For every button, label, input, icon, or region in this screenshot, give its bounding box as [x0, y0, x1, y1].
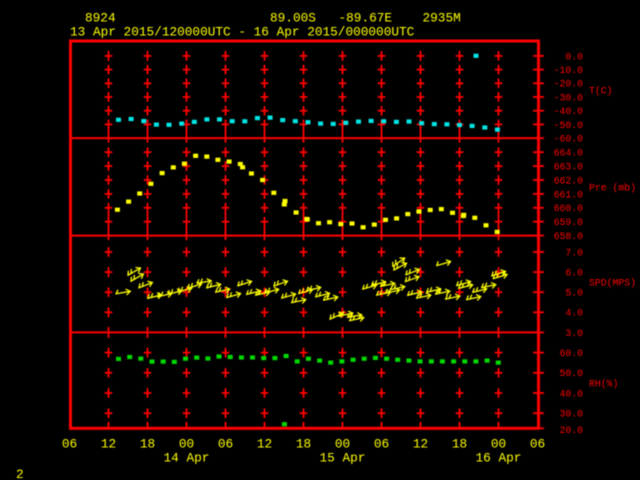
svg-text:18: 18 [296, 437, 311, 452]
svg-text:Pre (mb): Pre (mb) [589, 182, 636, 193]
svg-text:663.0: 663.0 [554, 162, 584, 173]
svg-text:T(C): T(C) [589, 86, 613, 97]
svg-text:06: 06 [62, 437, 77, 452]
svg-text:659.0: 659.0 [554, 217, 584, 228]
svg-text:7.0: 7.0 [565, 247, 583, 258]
svg-text:0.0: 0.0 [565, 51, 583, 62]
svg-text:-40.0: -40.0 [554, 106, 584, 117]
svg-text:658.0: 658.0 [554, 231, 584, 242]
svg-text:20.0: 20.0 [559, 425, 583, 436]
svg-text:16 Apr: 16 Apr [476, 451, 522, 466]
svg-text:60.0: 60.0 [559, 348, 583, 359]
svg-text:-89.67E: -89.67E [339, 11, 393, 26]
svg-text:-50.0: -50.0 [554, 120, 584, 131]
svg-text:2935M: 2935M [423, 11, 461, 26]
svg-text:18: 18 [140, 437, 155, 452]
svg-text:50.0: 50.0 [559, 368, 583, 379]
svg-text:15 Apr: 15 Apr [320, 451, 366, 466]
svg-text:2: 2 [16, 467, 24, 480]
svg-text:06: 06 [530, 437, 545, 452]
svg-text:RH(%): RH(%) [589, 378, 618, 389]
svg-text:30.0: 30.0 [559, 409, 583, 420]
svg-text:661.0: 661.0 [554, 189, 584, 200]
svg-text:-60.0: -60.0 [554, 134, 584, 145]
svg-text:5.0: 5.0 [565, 288, 583, 299]
svg-text:3.0: 3.0 [565, 328, 583, 339]
svg-text:4.0: 4.0 [565, 308, 583, 319]
svg-text:06: 06 [218, 437, 233, 452]
svg-text:12: 12 [413, 437, 428, 452]
svg-text:12: 12 [101, 437, 116, 452]
svg-text:40.0: 40.0 [559, 388, 583, 399]
svg-text:12: 12 [257, 437, 272, 452]
svg-text:SPD(MPS): SPD(MPS) [589, 278, 636, 289]
svg-text:-10.0: -10.0 [554, 65, 584, 76]
svg-text:6.0: 6.0 [565, 268, 583, 279]
svg-text:18: 18 [452, 437, 467, 452]
svg-text:00: 00 [491, 437, 506, 452]
svg-text:13 Apr 2015/120000UTC - 16 Apr: 13 Apr 2015/120000UTC - 16 Apr 2015/0000… [70, 25, 415, 40]
svg-text:8924: 8924 [85, 11, 116, 26]
svg-text:662.0: 662.0 [554, 175, 584, 186]
svg-text:-30.0: -30.0 [554, 92, 584, 103]
svg-text:00: 00 [335, 437, 350, 452]
svg-text:06: 06 [374, 437, 389, 452]
svg-text:664.0: 664.0 [554, 148, 584, 159]
svg-text:660.0: 660.0 [554, 203, 584, 214]
svg-text:00: 00 [179, 437, 194, 452]
svg-text:14 Apr: 14 Apr [164, 451, 210, 466]
svg-text:89.00S: 89.00S [270, 11, 316, 26]
svg-text:-20.0: -20.0 [554, 79, 584, 90]
